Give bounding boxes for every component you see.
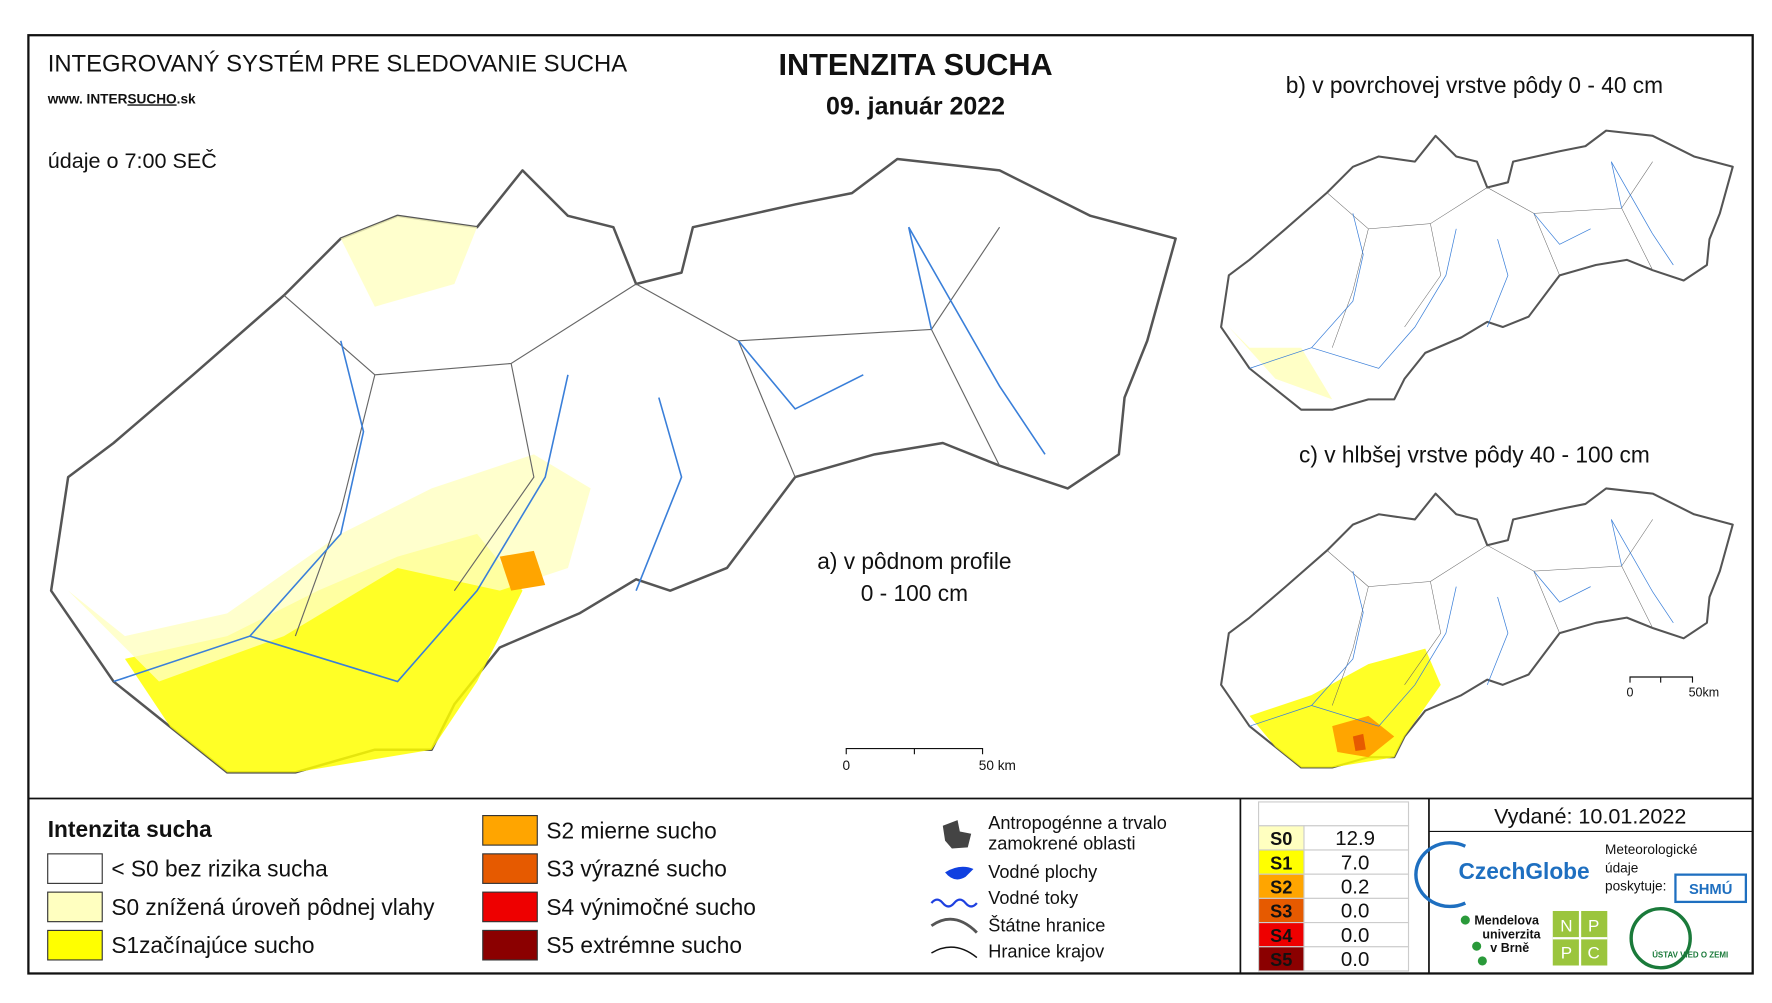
logo-text: Meteorologické [1605, 842, 1697, 857]
value-cell [1303, 922, 1410, 948]
logo-text: Mendelova [1474, 914, 1540, 928]
symbol-label: Vodné plochy [988, 862, 1098, 882]
legend-label: < S0 bez rizika sucha [111, 856, 328, 882]
symbol-label: zamokrené oblasti [988, 834, 1135, 854]
stats-code: S2 [1270, 877, 1292, 897]
stats-value: 0.0 [1341, 924, 1369, 947]
stats-code: S3 [1270, 902, 1292, 922]
legend: < S0 bez rizika sucha S0 znížená úroveň p… [47, 815, 756, 961]
value-cell [1303, 897, 1410, 924]
value-cell [1303, 946, 1410, 972]
legend-label: S5 extrémne sucho [546, 932, 742, 958]
system-title: INTEGROVANÝ SYSTÉM PRE SLEDOVANIE SUCHA [48, 51, 628, 78]
stats-code: S5 [1270, 950, 1292, 970]
legend-swatch [47, 853, 103, 884]
scale-bar [845, 747, 984, 755]
symbol-legend: Antropogénne a trvalo zamokrené oblasti … [930, 813, 1167, 962]
map-label: a) v pôdnom profile [817, 548, 1011, 574]
legend-label: S3 výrazné sucho [546, 856, 726, 882]
logo-text: poskytuje: [1605, 879, 1666, 894]
logo-text: SHMÚ [1689, 880, 1732, 898]
scale-label: 50km [1689, 685, 1720, 699]
main-map [49, 157, 1177, 774]
logo-text: ÚSTAV VIED O ZEMI [1652, 951, 1728, 960]
symbol-label: Vodné toky [988, 888, 1079, 908]
inset-map-b [1220, 129, 1734, 411]
map-label: c) v hlbšej vrstve pôdy 40 - 100 cm [1299, 441, 1650, 467]
legend-label: S1začínajúce sucho [111, 932, 314, 958]
legend-label: S0 znížená úroveň pôdnej vlahy [111, 894, 435, 920]
date: 09. január 2022 [826, 93, 1005, 121]
main-title: INTENZITA SUCHA [778, 48, 1052, 82]
scale-label: 0 [1627, 685, 1634, 699]
issued-date: Vydané: 10.01.2022 [1494, 804, 1686, 829]
stats-code: S0 [1270, 829, 1292, 849]
scale-label: 0 [842, 758, 850, 773]
map-label: 0 - 100 cm [861, 580, 968, 606]
legend-swatch [482, 929, 538, 961]
legend-swatch [47, 891, 103, 923]
stats-value: 0.0 [1341, 900, 1369, 923]
symbol-label: Hranice krajov [988, 942, 1105, 962]
logo-text: v Brně [1490, 941, 1529, 955]
legend-swatch [482, 891, 538, 923]
table-cell [1258, 801, 1410, 827]
stats-code: S1 [1270, 853, 1292, 873]
scale-label: 50 km [979, 758, 1016, 773]
legend-swatch [482, 853, 538, 884]
logos: CzechGlobe Meteorologické údaje poskytuj… [1414, 841, 1748, 970]
data-time: údaje o 7:00 SEČ [48, 148, 217, 173]
legend-title: Intenzita sucha [48, 816, 212, 842]
code-cell [1258, 946, 1305, 972]
website: www. INTERSUCHO.sk [47, 91, 196, 106]
inset-map-c [1220, 487, 1734, 769]
symbol-label: Štátne hranice [988, 914, 1105, 935]
stats-value: 0.0 [1341, 948, 1369, 971]
value-cell [1303, 849, 1410, 875]
website-part: .sk [177, 91, 196, 106]
logo-text: C [1588, 944, 1600, 963]
legend-swatch [482, 815, 538, 846]
value-cell [1303, 873, 1410, 899]
code-cell [1258, 897, 1305, 924]
logo-text: CzechGlobe [1458, 858, 1589, 884]
stats-value: 12.9 [1335, 827, 1375, 850]
logo-text: N [1560, 916, 1572, 935]
legend-swatch [47, 929, 103, 961]
stats-value: 0.2 [1341, 875, 1369, 898]
logo-text: univerzita [1482, 927, 1541, 941]
logo-text: P [1588, 916, 1599, 935]
map-label: b) v povrchovej vrstve pôdy 0 - 40 cm [1286, 72, 1663, 98]
logo-text: údaje [1605, 860, 1638, 875]
symbol-label: Antropogénne a trvalo [988, 813, 1167, 833]
code-cell [1258, 922, 1305, 948]
code-cell [1258, 849, 1305, 875]
website-part: www. INTER [47, 91, 128, 106]
website-part: SUCHO [127, 91, 177, 106]
stats-code: S4 [1270, 926, 1292, 946]
logo-text: P [1561, 944, 1572, 963]
code-cell [1258, 873, 1305, 899]
scale-bar [1629, 676, 1694, 683]
legend-label: S2 mierne sucho [546, 817, 716, 843]
stats-value: 7.0 [1341, 851, 1369, 874]
legend-label: S4 výnimočné sucho [546, 894, 755, 920]
